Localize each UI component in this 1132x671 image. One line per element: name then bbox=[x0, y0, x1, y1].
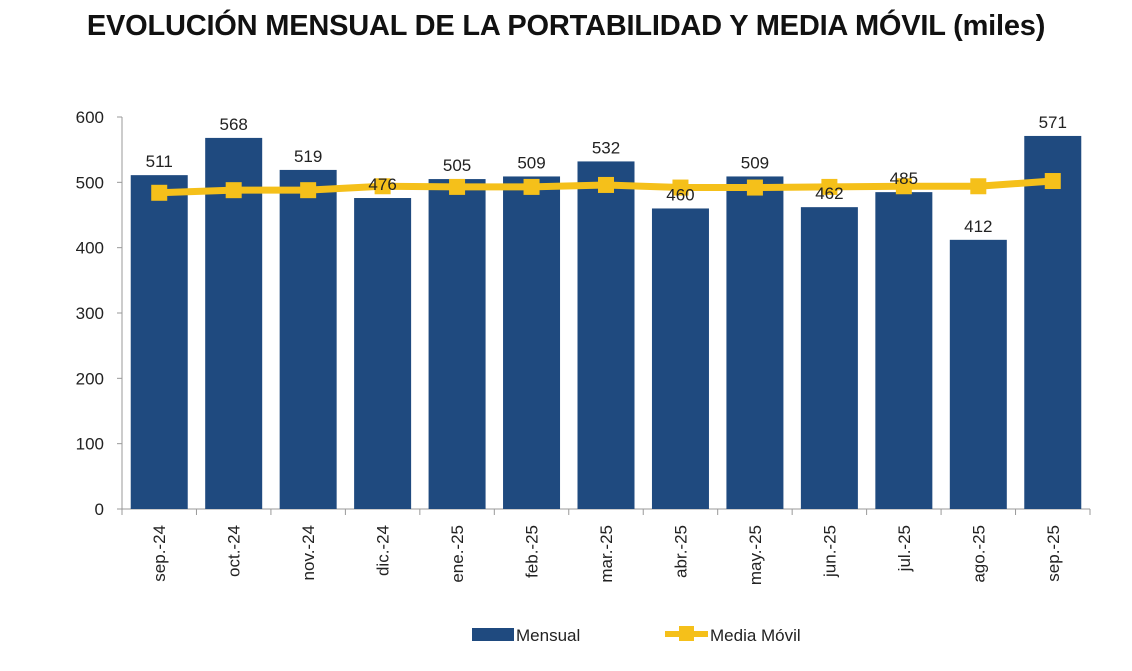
moving-average-point bbox=[598, 176, 614, 193]
y-tick-label: 0 bbox=[95, 500, 104, 519]
moving-average-point bbox=[374, 178, 391, 195]
x-tick-label: feb.-25 bbox=[523, 525, 542, 578]
x-tick-label: nov.-24 bbox=[299, 525, 318, 580]
bar-data-label: 505 bbox=[443, 156, 471, 175]
y-tick-label: 400 bbox=[76, 239, 104, 258]
y-tick-label: 200 bbox=[76, 369, 104, 388]
bar-data-label: 476 bbox=[368, 175, 396, 194]
bar bbox=[577, 161, 635, 509]
moving-average-point bbox=[895, 178, 912, 195]
y-tick-label: 500 bbox=[76, 173, 104, 192]
bar bbox=[651, 208, 709, 509]
moving-average-point bbox=[300, 182, 317, 199]
y-tick-label: 300 bbox=[76, 304, 104, 323]
bar bbox=[503, 176, 561, 509]
legend-swatch-mensual bbox=[472, 628, 514, 641]
x-tick-label: dic.-24 bbox=[374, 525, 393, 576]
bar bbox=[279, 169, 337, 510]
bar bbox=[130, 175, 188, 509]
bar bbox=[205, 137, 263, 509]
legend-label-mensual: Mensual bbox=[516, 626, 580, 645]
bar bbox=[1024, 135, 1082, 510]
bar-data-label: 509 bbox=[741, 153, 769, 172]
x-tick-label: jun.-25 bbox=[820, 525, 839, 578]
x-tick-label: abr.-25 bbox=[671, 525, 690, 578]
x-tick-label: may.-25 bbox=[746, 525, 765, 585]
x-tick-label: mar.-25 bbox=[597, 525, 616, 583]
moving-average-point bbox=[449, 178, 466, 195]
bar-data-label: 509 bbox=[517, 153, 545, 172]
moving-average-point bbox=[151, 184, 168, 201]
bar-data-label: 511 bbox=[146, 152, 173, 171]
legend-marker-media-movil bbox=[679, 626, 694, 641]
bar bbox=[875, 192, 933, 509]
bar-data-label: 568 bbox=[220, 115, 248, 134]
bar-data-label: 485 bbox=[890, 169, 918, 188]
x-tick-label: sep.-25 bbox=[1044, 525, 1063, 582]
moving-average-point bbox=[1044, 173, 1061, 190]
bar-data-label: 412 bbox=[964, 217, 992, 236]
bar bbox=[800, 207, 858, 509]
bar-data-label: 532 bbox=[592, 138, 620, 157]
moving-average-point bbox=[672, 179, 689, 196]
bar-data-label: 571 bbox=[1039, 113, 1067, 132]
x-tick-label: ago.-25 bbox=[969, 525, 988, 583]
bar-data-label: 519 bbox=[294, 147, 322, 166]
bar bbox=[354, 198, 412, 509]
moving-average-point bbox=[821, 178, 838, 195]
chart-title: EVOLUCIÓN MENSUAL DE LA PORTABILIDAD Y M… bbox=[86, 10, 1046, 42]
x-tick-label: oct.-24 bbox=[225, 525, 244, 577]
y-tick-label: 600 bbox=[76, 108, 104, 127]
x-tick-label: sep.-24 bbox=[150, 525, 169, 582]
y-tick-label: 100 bbox=[76, 435, 104, 454]
bar-data-label: 462 bbox=[815, 184, 843, 203]
moving-average-point bbox=[746, 179, 763, 196]
bar bbox=[949, 239, 1007, 509]
x-tick-label: ene.-25 bbox=[448, 525, 467, 583]
moving-average-point bbox=[225, 182, 242, 199]
bar bbox=[428, 179, 486, 510]
legend-label-media-movil: Media Móvil bbox=[710, 626, 801, 645]
moving-average-point bbox=[523, 178, 540, 195]
x-tick-label: jul.-25 bbox=[895, 525, 914, 572]
moving-average-point bbox=[970, 178, 987, 195]
bar-data-label: 460 bbox=[666, 185, 694, 204]
bar bbox=[726, 176, 784, 509]
